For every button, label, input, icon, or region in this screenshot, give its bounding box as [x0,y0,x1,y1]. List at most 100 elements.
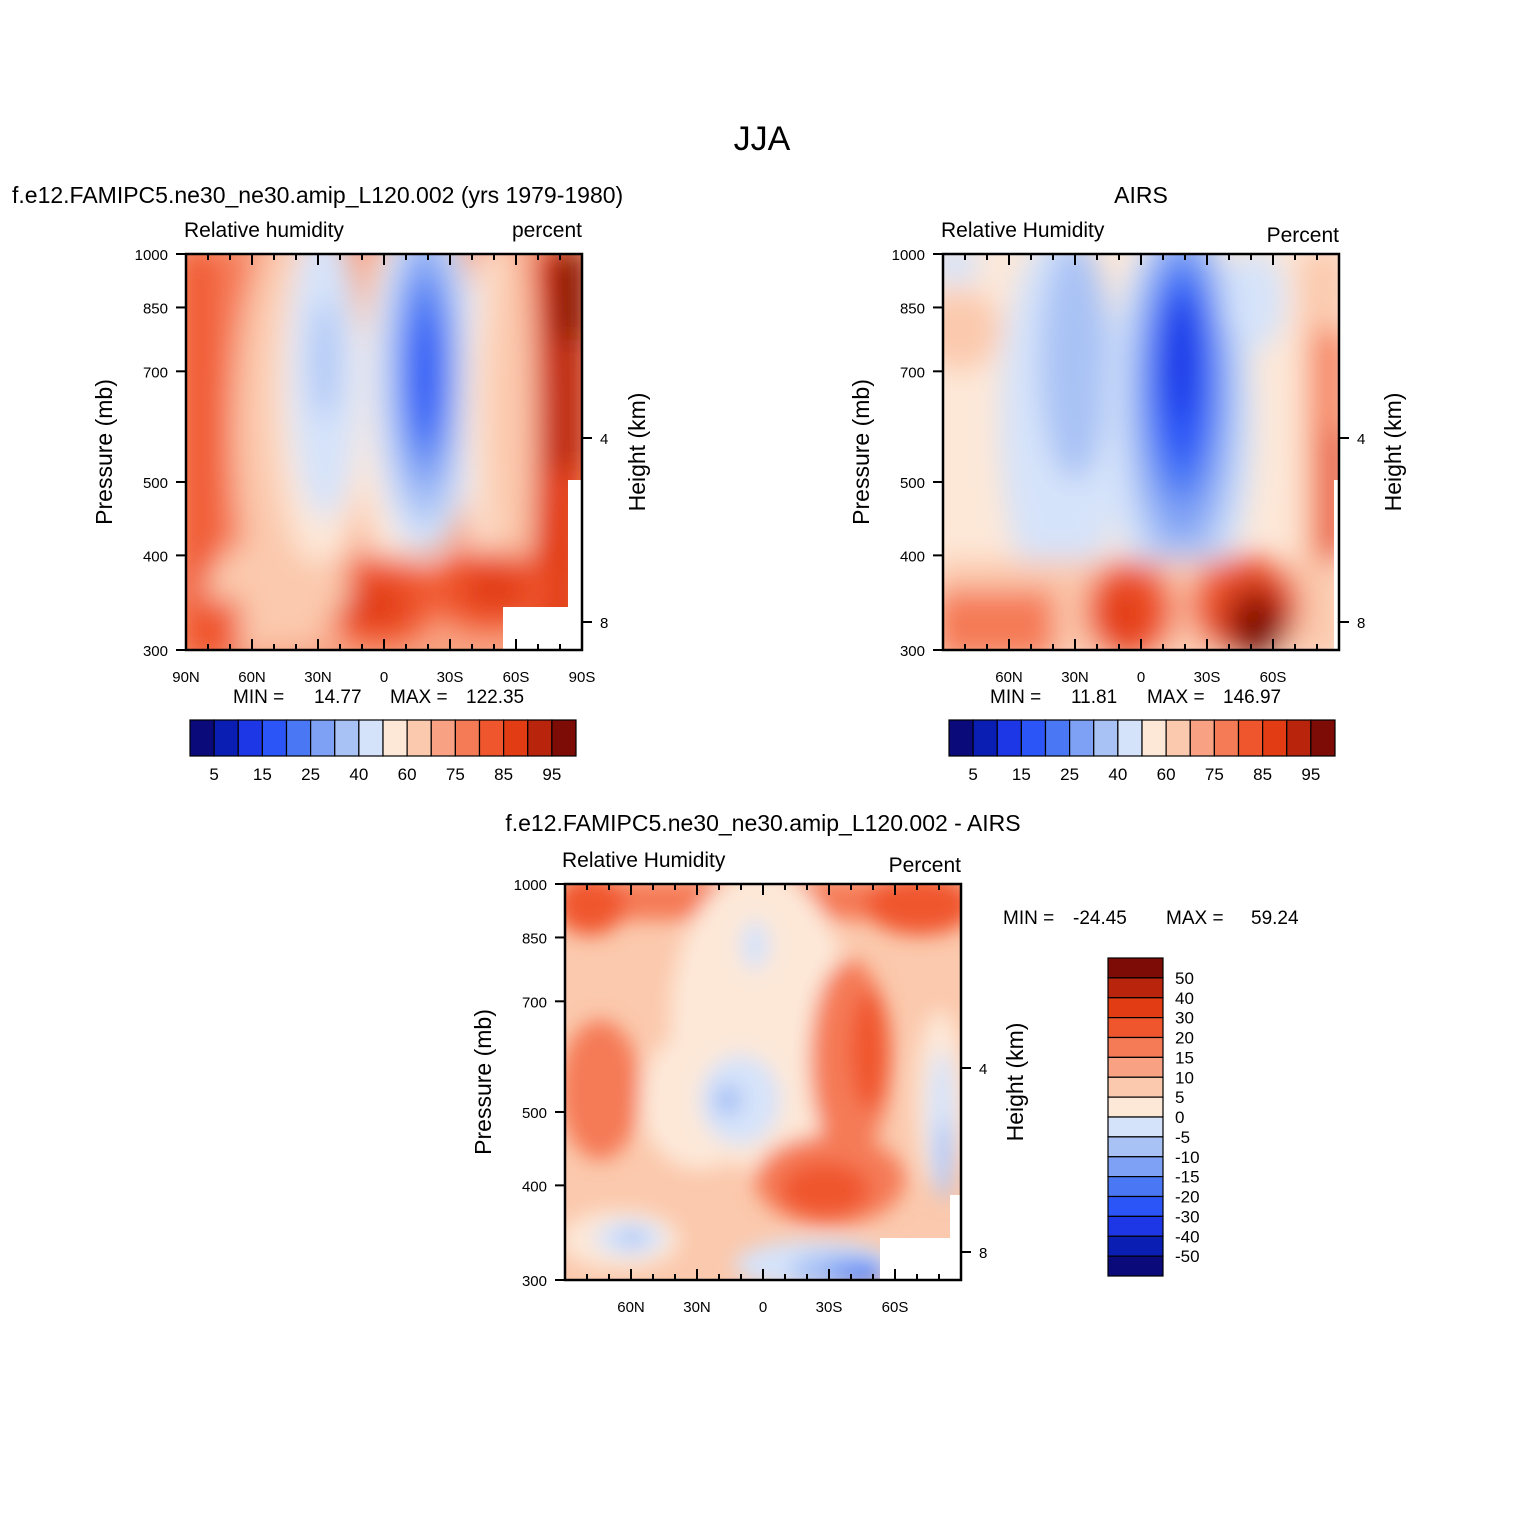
panel-title: AIRS [1114,182,1168,208]
y-tick-label: 400 [900,548,925,565]
panel-model: f.e12.FAMIPC5.ne30_ne30.amip_L120.002 (y… [12,182,650,784]
colorbar-swatch [310,719,336,757]
colorbar-swatch [1107,1176,1164,1198]
y-tick-label: 1000 [892,247,925,264]
colorbar-label: 15 [253,765,272,784]
colorbar-label: 40 [1175,989,1194,1008]
colorbar-swatch [1165,719,1191,757]
x-tick-label: 0 [759,1299,767,1316]
y-tick-label: 500 [522,1105,547,1122]
y-right-tick-label: 8 [600,615,608,632]
x-tick-label: 90N [172,669,200,686]
colorbar-swatch [1107,1116,1164,1138]
stats-line: MIN = -24.45 MAX = 59.24 [1003,908,1299,929]
colorbar-label: -5 [1175,1128,1190,1147]
y-tick-label: 500 [900,475,925,492]
colorbar-label: 25 [1060,765,1079,784]
colorbar-swatch [382,719,408,757]
colorbar-swatch [1107,1156,1164,1178]
x-tick-label: 60S [1260,669,1287,686]
y-tick-label: 300 [143,643,168,660]
figure-title: JJA [734,120,791,158]
x-tick-label: 60N [995,669,1023,686]
x-tick-label: 30S [437,669,464,686]
colorbar-swatch [189,719,215,757]
colorbar-label: 25 [301,765,320,784]
colorbar-swatch [1107,1235,1164,1257]
colorbar-swatch [285,719,312,757]
y-tick-label: 300 [900,643,925,660]
colorbar-swatch [1107,1255,1164,1277]
colorbar-label: 15 [1175,1048,1194,1067]
y-right-tick-label: 8 [979,1245,987,1262]
y-tick-label: 850 [900,300,925,317]
colorbar-swatch [1107,957,1164,979]
colorbar-label: -30 [1175,1207,1200,1226]
stats-line: MIN = 14.77 MAX = 122.35 [233,687,524,708]
colorbar-swatch [527,719,553,757]
panel-difference: f.e12.FAMIPC5.ne30_ne30.amip_L120.002 - … [470,810,1299,1316]
colorbar: 5 15 25 40 60 75 85 95 [948,719,1336,784]
panel-left-label: Relative humidity [184,219,344,242]
max-label: MAX = [1166,908,1224,929]
colorbar-swatch [1310,719,1336,757]
colorbar-swatch [1107,1036,1164,1058]
y-tick-label: 700 [900,364,925,381]
colorbar-swatch [454,719,481,757]
axes: 300 400 500 700 850 1000 8 4 60N 30N 0 30S 60S [514,877,988,1316]
colorbar-swatch [948,719,974,757]
contour-field [565,884,961,1280]
colorbar-swatch [1117,719,1143,757]
colorbar-label: 30 [1175,1009,1194,1028]
x-tick-label: 30N [1061,669,1089,686]
panel-title: f.e12.FAMIPC5.ne30_ne30.amip_L120.002 (y… [12,182,623,208]
y-tick-label: 300 [522,1273,547,1290]
x-tick-label: 60N [617,1299,645,1316]
min-value: 14.77 [314,687,362,708]
colorbar-swatch [1107,977,1164,999]
panel-left-label: Relative Humidity [941,219,1105,242]
y-axis-label: Pressure (mb) [848,379,874,525]
colorbar-swatch [503,719,529,757]
axes: 300 400 500 700 850 1000 8 4 60N 30N 0 30S 60S [892,247,1366,686]
colorbar-swatch [1107,1195,1164,1217]
y-axis-right-label: Height (km) [624,393,650,512]
colorbar-label: -50 [1175,1247,1200,1266]
colorbar-label: 15 [1012,765,1031,784]
colorbar-label: 85 [1253,765,1272,784]
panel-right-label: Percent [1267,224,1340,247]
colorbar-label: 95 [542,765,561,784]
min-label: MIN = [1003,908,1054,929]
y-right-tick-label: 4 [1357,431,1365,448]
colorbar-swatch [261,719,288,757]
colorbar-swatch [1237,719,1264,757]
colorbar-swatch [972,719,998,757]
contour-field [943,254,1339,650]
colorbar-swatch [1107,1017,1164,1039]
colorbar-swatch [1044,719,1071,757]
y-axis-right-label: Height (km) [1002,1023,1028,1142]
y-tick-label: 1000 [135,247,168,264]
stats-line: MIN = 11.81 MAX = 146.97 [990,687,1281,708]
colorbar-swatch [478,719,505,757]
x-tick-label: 60S [503,669,530,686]
colorbar-swatch [1107,1136,1164,1158]
colorbar-swatch [1107,1096,1164,1118]
y-tick-label: 400 [143,548,168,565]
min-label: MIN = [990,687,1041,708]
colorbar-label: 5 [209,765,218,784]
colorbar-label: -20 [1175,1188,1200,1207]
colorbar-label: -15 [1175,1168,1200,1187]
y-tick-label: 850 [522,930,547,947]
y-tick-label: 850 [143,300,168,317]
colorbar-swatch [430,719,456,757]
min-value: 11.81 [1071,687,1117,708]
colorbar-label: -10 [1175,1148,1200,1167]
x-tick-label: 30S [816,1299,843,1316]
colorbar-swatch [1107,997,1164,1019]
colorbar-swatch [1069,719,1095,757]
max-label: MAX = [390,687,448,708]
max-value: 122.35 [466,687,524,708]
panel-left-label: Relative Humidity [562,849,726,872]
